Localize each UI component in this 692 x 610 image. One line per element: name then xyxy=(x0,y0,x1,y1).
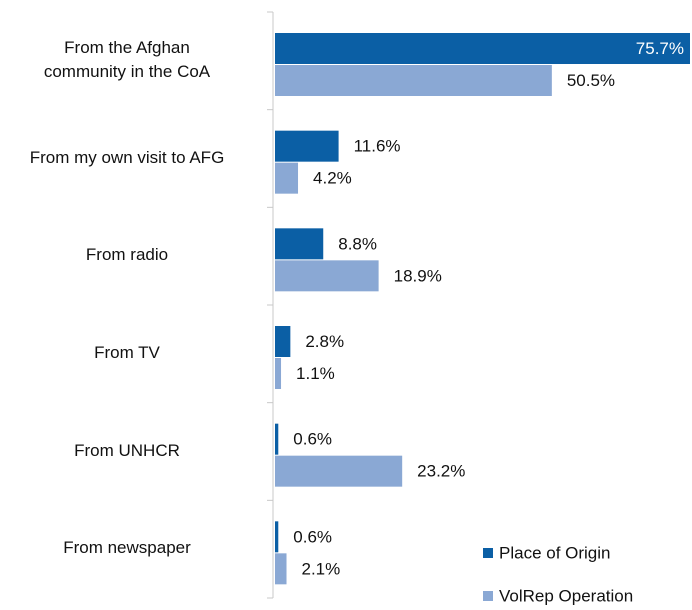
bar xyxy=(275,260,379,292)
legend-label: VolRep Operation xyxy=(499,586,633,605)
category-label: From the Afghan community in the CoA xyxy=(43,37,211,81)
category-label: From TV xyxy=(94,342,160,362)
bar xyxy=(275,553,287,585)
category-label: From newspaper xyxy=(63,538,191,558)
value-label: 0.6% xyxy=(293,430,332,449)
value-label: 4.2% xyxy=(313,169,352,188)
value-label: 11.6% xyxy=(354,137,401,156)
bar xyxy=(275,33,690,64)
bar xyxy=(275,423,279,455)
value-label: 75.7% xyxy=(636,39,684,58)
category-label: From my own visit to AFG xyxy=(29,147,225,167)
legend-label: Place of Origin xyxy=(499,543,611,562)
bar xyxy=(275,358,282,389)
value-label: 0.6% xyxy=(293,527,332,546)
bar xyxy=(275,521,279,553)
legend-swatch xyxy=(483,591,493,601)
value-label: 23.2% xyxy=(417,462,465,481)
category-label: From radio xyxy=(85,245,169,265)
category-label: From UNHCR xyxy=(74,440,180,460)
bar xyxy=(275,130,339,162)
bar xyxy=(275,455,403,487)
value-label: 18.9% xyxy=(394,266,442,285)
value-label: 2.1% xyxy=(302,559,341,578)
legend-swatch xyxy=(483,548,493,558)
value-label: 8.8% xyxy=(338,234,377,253)
bar xyxy=(275,65,552,96)
bar xyxy=(275,162,299,194)
value-label: 1.1% xyxy=(296,364,335,383)
value-label: 2.8% xyxy=(305,332,344,351)
bar xyxy=(275,326,291,357)
bar xyxy=(275,228,324,260)
value-label: 50.5% xyxy=(567,71,615,90)
